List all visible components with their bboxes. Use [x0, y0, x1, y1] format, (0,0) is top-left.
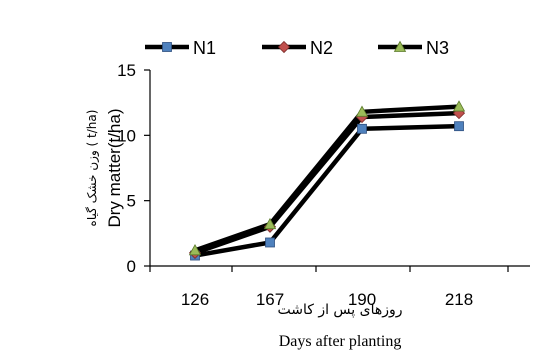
data-point-n3 [355, 105, 369, 117]
series-markers [188, 100, 466, 261]
x-tick-label: 218 [445, 290, 473, 309]
x-tick-label: 167 [256, 290, 284, 309]
series-line-n1 [194, 123, 460, 258]
data-point-n3 [452, 100, 466, 112]
series-line-n2 [194, 110, 460, 256]
data-point-n1 [265, 237, 275, 248]
plot-area [149, 70, 530, 267]
data-point-n3 [188, 243, 202, 256]
legend-label-n1: N1 [193, 38, 216, 58]
legend-label-n2: N2 [310, 38, 333, 58]
data-point-n1 [357, 123, 367, 134]
legend-label-n3: N3 [426, 38, 449, 58]
x-ticks: 126 167 190 218 [149, 266, 509, 309]
legend-marker-n1 [162, 42, 172, 52]
series-line-n3 [194, 104, 460, 253]
y-tick-label: 5 [127, 192, 136, 211]
x-tick-label: 190 [348, 290, 376, 309]
y-axis-label-english: Dry matter(t/ha) [105, 108, 124, 227]
legend-marker-n2 [277, 40, 291, 54]
data-point-n3 [263, 217, 277, 230]
x-axis-label-persian: روزهای پس از کاشت [277, 302, 402, 318]
x-axis-label-english: Days after planting [279, 333, 402, 350]
y-axis-label-persian: وزن خشک گیاه ( t/ha) [85, 110, 100, 227]
legend: N1 N2 N3 [145, 38, 449, 58]
legend-marker-n3 [393, 40, 407, 52]
y-axis-labels: وزن خشک گیاه ( t/ha) Dry matter(t/ha) [85, 108, 124, 227]
data-point-n1 [454, 121, 464, 132]
y-tick-label: 10 [117, 126, 136, 145]
x-tick-label: 126 [181, 290, 209, 309]
series-lines [194, 104, 460, 258]
y-ticks: 0 5 10 15 [117, 61, 150, 276]
x-axis-labels: روزهای پس از کاشت Days after planting [277, 302, 402, 350]
y-tick-label: 15 [117, 61, 136, 80]
y-tick-label: 0 [127, 257, 136, 276]
